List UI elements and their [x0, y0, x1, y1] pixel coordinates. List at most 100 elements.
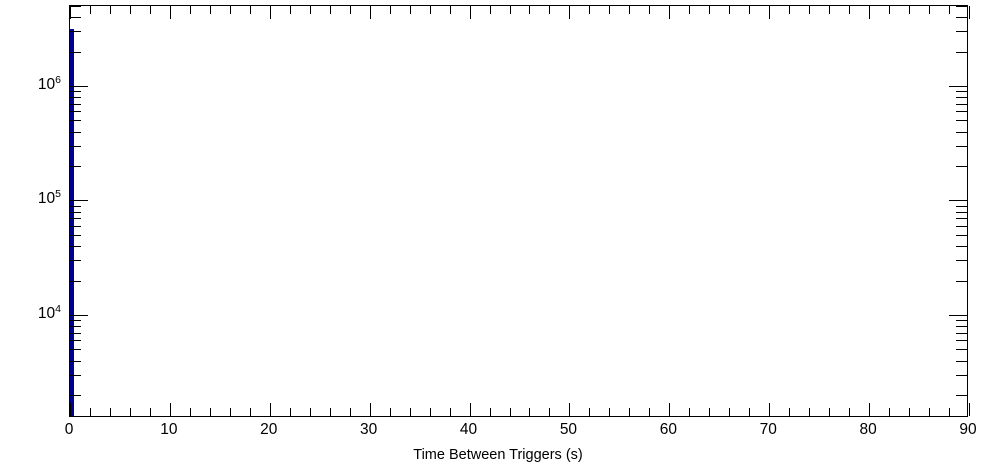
x-axis-major-tick [269, 6, 271, 19]
y-axis-minor-tick [956, 374, 967, 376]
y-axis-minor-tick [956, 326, 967, 328]
y-axis-minor-tick [70, 166, 81, 168]
y-axis-minor-tick [70, 218, 81, 220]
x-axis-minor-tick [129, 408, 131, 416]
y-axis-minor-tick [70, 205, 81, 207]
x-axis-minor-tick [489, 408, 491, 416]
y-axis-minor-tick [956, 145, 967, 147]
y-axis-minor-tick [956, 225, 967, 227]
y-axis-minor-tick [956, 6, 967, 7]
y-axis-minor-tick [956, 394, 967, 396]
y-axis-minor-tick [70, 131, 81, 133]
y-axis-minor-tick [70, 211, 81, 213]
y-axis-minor-tick [70, 145, 81, 147]
y-axis-minor-tick [70, 51, 81, 53]
y-axis-minor-tick [956, 120, 967, 122]
x-axis-minor-tick [189, 6, 191, 14]
y-axis-minor-tick [956, 97, 967, 99]
x-axis-minor-tick [489, 6, 491, 14]
x-axis-minor-tick [849, 408, 851, 416]
y-axis-minor-tick [956, 103, 967, 105]
x-axis-minor-tick [349, 6, 351, 14]
y-axis-major-tick [70, 314, 88, 316]
y-axis-minor-tick [70, 246, 81, 248]
x-axis-major-tick [669, 6, 671, 19]
x-axis-minor-tick [789, 408, 791, 416]
y-axis-minor-tick [70, 17, 81, 19]
y-axis-minor-tick [70, 31, 81, 33]
x-axis-tick-label: 30 [360, 421, 378, 438]
x-axis-minor-tick [409, 6, 411, 14]
x-axis-minor-tick [389, 408, 391, 416]
x-axis-minor-tick [329, 6, 331, 14]
x-axis-minor-tick [189, 408, 191, 416]
y-axis-minor-tick [70, 326, 81, 328]
x-axis-major-tick [969, 6, 970, 19]
x-axis-minor-tick [429, 408, 431, 416]
y-axis-major-tick [949, 200, 967, 202]
y-axis-minor-tick [70, 280, 81, 282]
x-axis-minor-tick [509, 408, 511, 416]
x-axis-major-tick [969, 403, 970, 416]
x-axis-minor-tick [829, 408, 831, 416]
y-axis-major-tick [949, 86, 967, 88]
x-axis-title: Time Between Triggers (s) [413, 447, 583, 463]
x-axis-major-tick [569, 6, 571, 19]
x-axis-minor-tick [709, 6, 711, 14]
x-axis-minor-tick [809, 408, 811, 416]
x-axis-major-tick [869, 6, 871, 19]
y-axis-minor-tick [70, 360, 81, 362]
x-axis-major-tick [369, 6, 371, 19]
x-axis-tick-label: 50 [559, 421, 578, 438]
x-axis-minor-tick [249, 408, 251, 416]
y-axis-minor-tick [956, 332, 967, 334]
y-axis-minor-tick [70, 340, 81, 342]
x-axis-minor-tick [929, 408, 931, 416]
x-axis-minor-tick [249, 6, 251, 14]
x-axis-minor-tick [849, 6, 851, 14]
y-axis-minor-tick [70, 374, 81, 376]
x-axis-minor-tick [949, 6, 951, 14]
x-axis-minor-tick [649, 408, 651, 416]
y-axis-minor-tick [956, 205, 967, 207]
y-axis-major-tick [70, 86, 88, 88]
x-axis-major-tick [569, 403, 571, 416]
x-axis-minor-tick [349, 408, 351, 416]
x-axis-major-tick [669, 403, 671, 416]
y-axis-minor-tick [70, 91, 81, 93]
y-axis-minor-tick [70, 349, 81, 351]
y-axis-minor-tick [70, 225, 81, 227]
x-axis-minor-tick [689, 6, 691, 14]
x-axis-major-tick [169, 6, 171, 19]
y-axis-minor-tick [956, 246, 967, 248]
x-axis-minor-tick [149, 6, 151, 14]
x-axis-minor-tick [629, 6, 631, 14]
x-axis-minor-tick [309, 6, 311, 14]
x-axis-minor-tick [109, 408, 111, 416]
x-axis-major-tick [769, 6, 771, 19]
y-axis-minor-tick [956, 51, 967, 53]
x-axis-minor-tick [609, 408, 611, 416]
x-axis-major-tick [70, 6, 71, 19]
x-axis-minor-tick [389, 6, 391, 14]
histogram-bar [70, 29, 74, 416]
histogram-area [70, 6, 967, 416]
y-axis-minor-tick [956, 280, 967, 282]
x-axis-minor-tick [589, 6, 591, 14]
x-axis-minor-tick [209, 408, 211, 416]
x-axis-minor-tick [449, 6, 451, 14]
y-axis-minor-tick [956, 260, 967, 262]
y-axis-minor-tick [70, 103, 81, 105]
x-axis-minor-tick [449, 408, 451, 416]
x-axis-minor-tick [429, 6, 431, 14]
y-axis-minor-tick [70, 120, 81, 122]
x-axis-minor-tick [109, 6, 111, 14]
x-axis-minor-tick [749, 6, 751, 14]
x-axis-tick-label: 70 [759, 421, 777, 438]
x-axis-major-tick [169, 403, 171, 416]
x-axis-minor-tick [629, 408, 631, 416]
y-axis-minor-tick [956, 131, 967, 133]
y-axis-minor-tick [956, 166, 967, 168]
x-axis-minor-tick [289, 6, 291, 14]
